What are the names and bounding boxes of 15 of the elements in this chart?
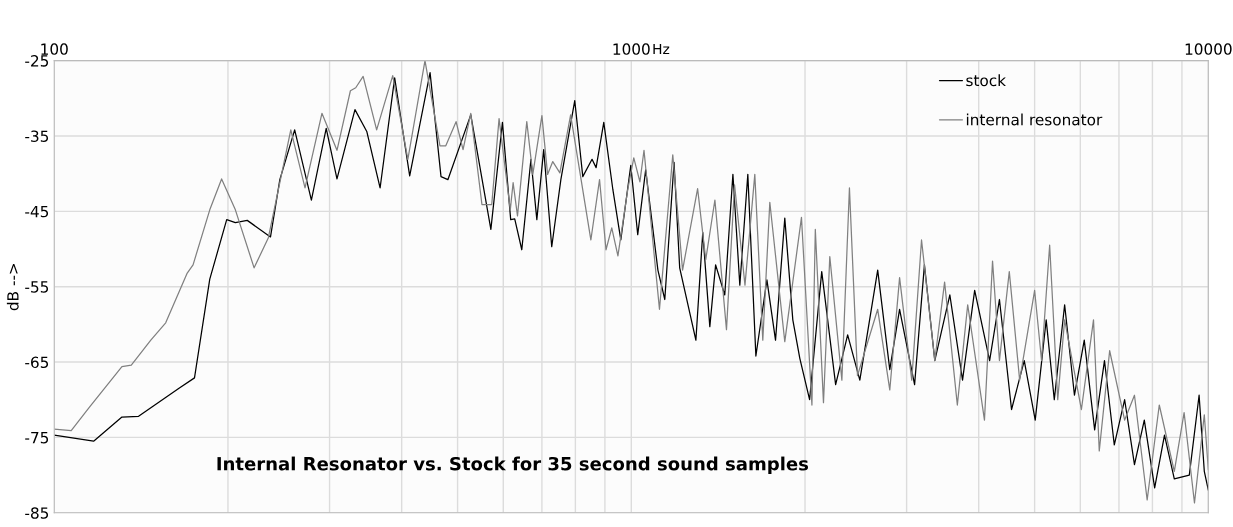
y-tick-label: -35 [25, 130, 49, 142]
legend-label: stock [966, 74, 1006, 87]
y-tick-label: -75 [25, 432, 49, 444]
y-tick-label: -55 [25, 281, 49, 293]
text: Internal Resonator vs. Stock for 35 second sound samples [217, 456, 809, 475]
y-tick-label: -45 [25, 205, 49, 218]
x-tick-label: 1000 [613, 43, 650, 55]
legend-label: internal resonator [966, 113, 1103, 126]
y-tick-label: -85 [25, 507, 49, 519]
x-axis-title: Hz [653, 43, 670, 55]
y-tick-label: -25 [25, 55, 49, 67]
x-tick-label: 100 [41, 43, 68, 55]
x-tick-label: 10000 [1185, 43, 1232, 55]
y-axis-title: dB --> [6, 263, 19, 311]
y-tick-label: -65 [25, 356, 49, 369]
